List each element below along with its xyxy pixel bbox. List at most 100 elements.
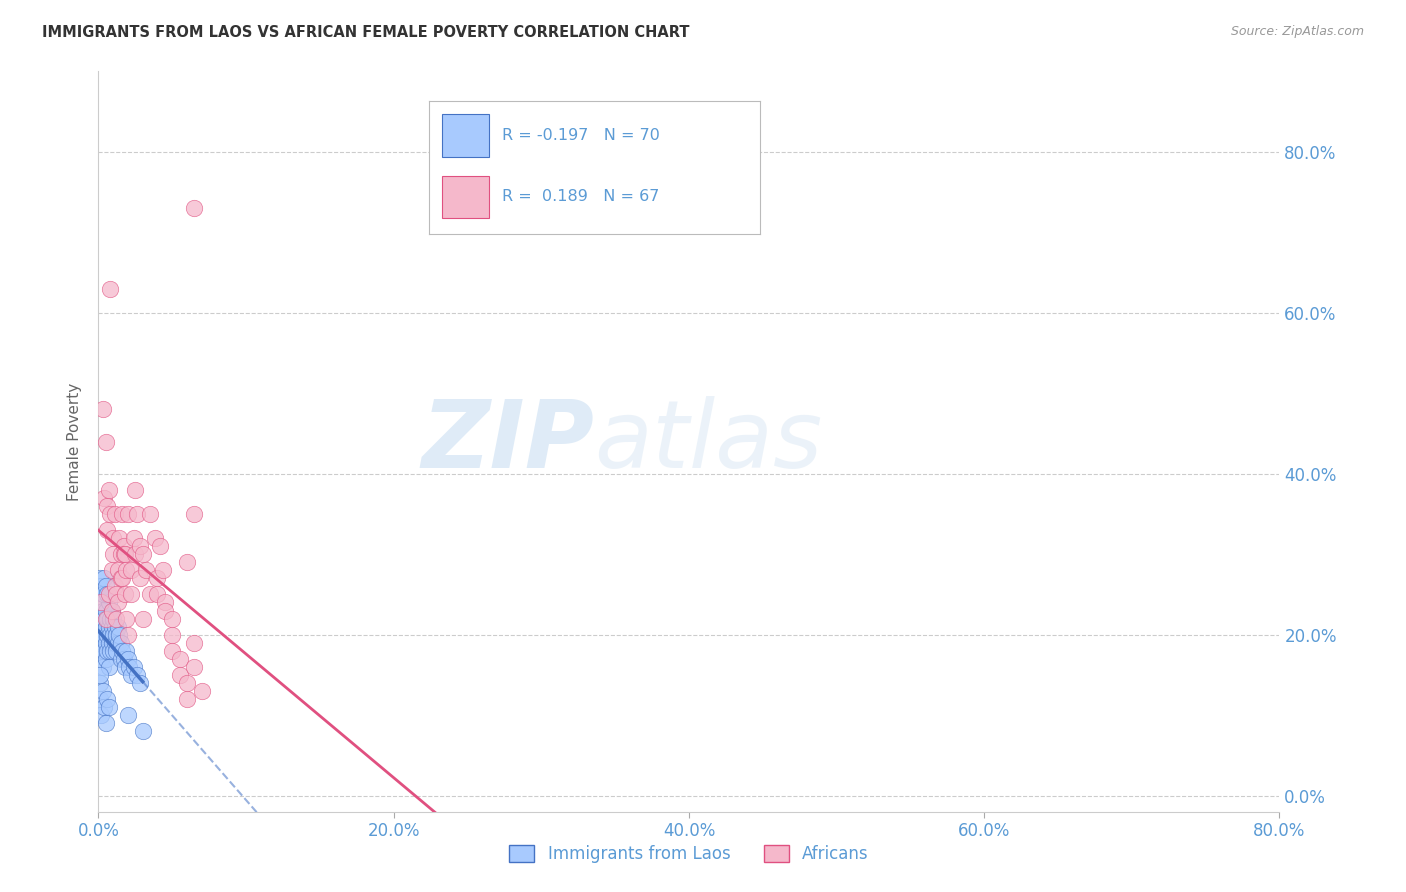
- Point: [115, 611, 138, 625]
- Point: [90, 595, 112, 609]
- Point: [103, 531, 125, 545]
- Point: [94, 611, 117, 625]
- Point: [94, 434, 117, 449]
- Point: [91, 587, 114, 601]
- Point: [94, 579, 117, 593]
- Point: [152, 563, 174, 577]
- Text: IMMIGRANTS FROM LAOS VS AFRICAN FEMALE POVERTY CORRELATION CHART: IMMIGRANTS FROM LAOS VS AFRICAN FEMALE P…: [42, 25, 690, 40]
- Point: [97, 587, 120, 601]
- Point: [89, 676, 111, 690]
- Point: [128, 539, 150, 553]
- Point: [110, 547, 132, 561]
- Point: [111, 571, 134, 585]
- Point: [91, 684, 114, 698]
- Point: [90, 644, 112, 658]
- Point: [191, 684, 214, 698]
- Point: [93, 628, 115, 642]
- Point: [103, 628, 125, 642]
- Point: [111, 644, 134, 658]
- Point: [91, 402, 114, 417]
- Point: [98, 282, 121, 296]
- Point: [115, 563, 138, 577]
- Point: [98, 644, 121, 658]
- Point: [146, 571, 169, 585]
- Point: [153, 603, 176, 617]
- Point: [91, 619, 114, 633]
- Point: [162, 611, 183, 625]
- Point: [103, 611, 125, 625]
- Point: [125, 507, 148, 521]
- Point: [122, 660, 145, 674]
- Point: [89, 571, 111, 585]
- Point: [149, 539, 172, 553]
- Point: [90, 579, 112, 593]
- Point: [93, 611, 115, 625]
- Point: [96, 628, 118, 642]
- Point: [96, 499, 118, 513]
- Point: [120, 563, 142, 577]
- Point: [90, 628, 112, 642]
- Point: [90, 595, 112, 609]
- Point: [90, 708, 112, 723]
- Point: [93, 587, 115, 601]
- Point: [128, 676, 150, 690]
- Point: [98, 507, 121, 521]
- Point: [96, 587, 118, 601]
- Point: [100, 636, 122, 650]
- Point: [176, 692, 198, 706]
- Point: [94, 603, 117, 617]
- Point: [93, 571, 115, 585]
- Point: [107, 619, 129, 633]
- Point: [111, 507, 134, 521]
- Point: [105, 644, 128, 658]
- Point: [183, 660, 205, 674]
- Point: [96, 692, 118, 706]
- Point: [169, 652, 191, 666]
- Point: [108, 531, 131, 545]
- Legend: Immigrants from Laos, Africans: Immigrants from Laos, Africans: [502, 838, 876, 870]
- Point: [153, 595, 176, 609]
- Point: [117, 708, 139, 723]
- Point: [132, 547, 155, 561]
- Point: [105, 628, 128, 642]
- Point: [120, 587, 142, 601]
- Point: [105, 587, 128, 601]
- Point: [97, 700, 120, 714]
- Point: [143, 531, 166, 545]
- Point: [97, 619, 120, 633]
- Point: [100, 619, 122, 633]
- Text: Source: ZipAtlas.com: Source: ZipAtlas.com: [1230, 25, 1364, 38]
- Point: [124, 483, 146, 497]
- Point: [94, 636, 117, 650]
- Point: [103, 547, 125, 561]
- Point: [115, 644, 138, 658]
- Point: [89, 636, 111, 650]
- Point: [176, 555, 198, 569]
- Point: [128, 571, 150, 585]
- Point: [110, 571, 132, 585]
- Point: [89, 668, 111, 682]
- Point: [91, 660, 114, 674]
- Point: [89, 611, 111, 625]
- Point: [96, 644, 118, 658]
- Point: [110, 636, 132, 650]
- Point: [135, 563, 157, 577]
- Point: [124, 547, 146, 561]
- Point: [107, 636, 129, 650]
- Point: [97, 636, 120, 650]
- Point: [183, 636, 205, 650]
- Point: [96, 523, 118, 537]
- Point: [90, 652, 112, 666]
- Point: [162, 628, 183, 642]
- Point: [100, 603, 122, 617]
- Text: atlas: atlas: [595, 396, 823, 487]
- Point: [117, 628, 139, 642]
- Point: [139, 587, 162, 601]
- Point: [104, 636, 127, 650]
- Point: [93, 644, 115, 658]
- Point: [108, 628, 131, 642]
- Point: [120, 668, 142, 682]
- Point: [91, 636, 114, 650]
- Point: [94, 716, 117, 731]
- Text: ZIP: ZIP: [422, 395, 595, 488]
